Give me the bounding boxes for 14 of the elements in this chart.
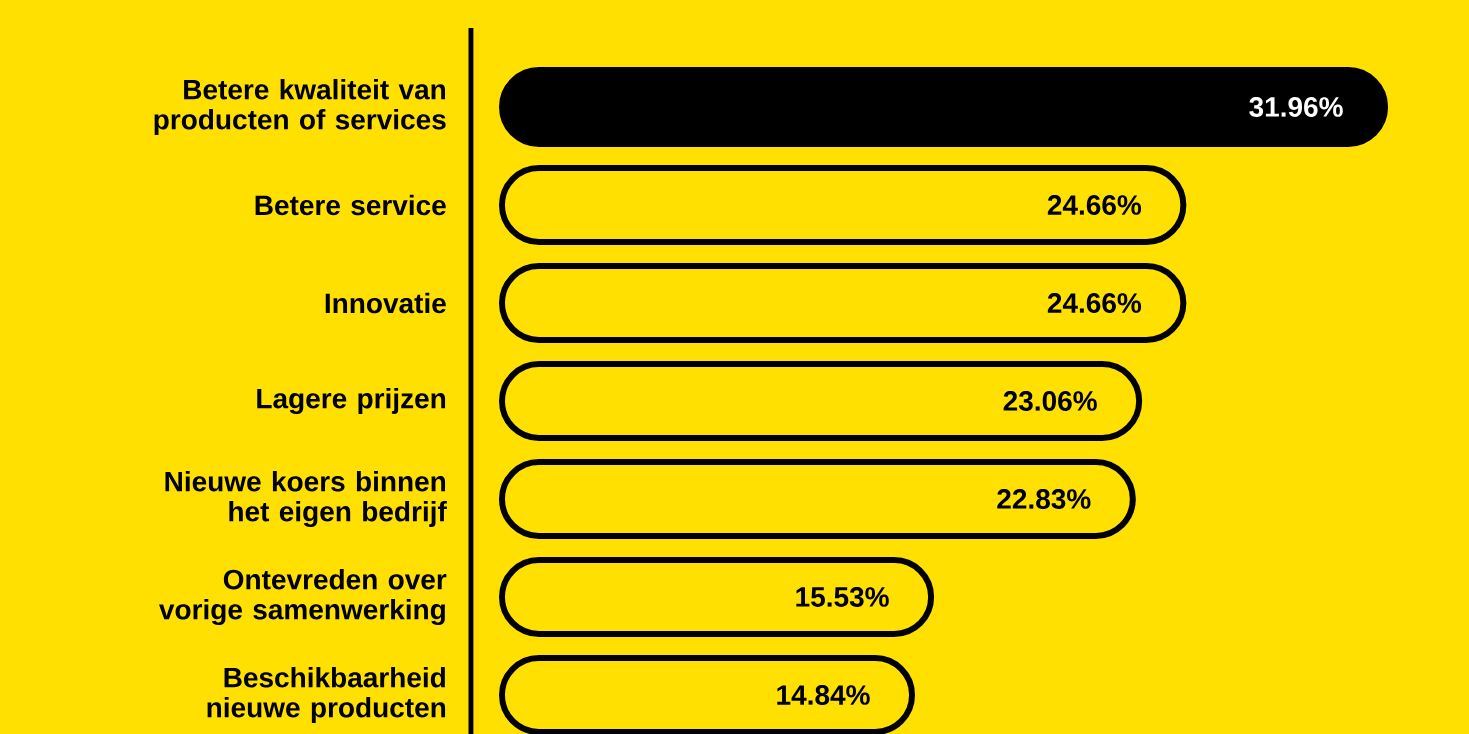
- data-label: 24.66%: [1047, 293, 1142, 313]
- data-label: 22.83%: [997, 489, 1091, 509]
- data-label: 31.96%: [1249, 97, 1343, 117]
- y-tick-label: Beschikbaarheid nieuwe producten: [207, 666, 446, 724]
- y-tick-label: Ontevreden over vorige samenwerking: [159, 568, 447, 626]
- y-tick-label: Betere kwaliteit van producten of services: [154, 78, 446, 136]
- y-tick-label: Innovatie: [325, 292, 446, 314]
- y-tick-label: Lagere prijzen: [257, 387, 446, 415]
- data-label: 23.06%: [1003, 391, 1097, 411]
- y-tick-label: Betere service: [255, 194, 446, 216]
- y-tick-label: Nieuwe koers binnen het eigen bedrijf: [165, 470, 447, 528]
- data-label: 24.66%: [1047, 195, 1142, 215]
- data-label: 14.84%: [777, 685, 870, 705]
- data-label: 15.53%: [796, 587, 889, 607]
